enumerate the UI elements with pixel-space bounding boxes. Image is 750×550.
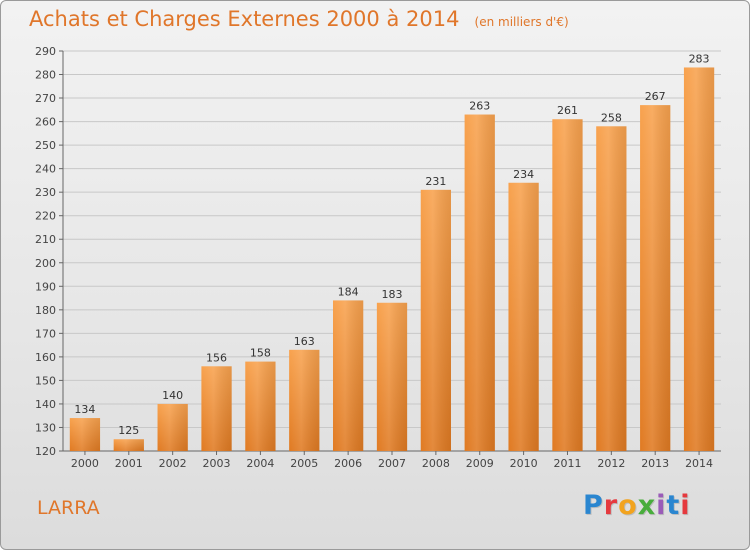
y-tick-label: 160 bbox=[35, 351, 56, 364]
y-tick-label: 280 bbox=[35, 69, 56, 82]
x-tick-label: 2003 bbox=[203, 457, 231, 470]
logo-letter: o bbox=[618, 490, 638, 521]
y-tick-label: 260 bbox=[35, 116, 56, 129]
bar-shine bbox=[596, 126, 627, 451]
y-tick-label: 130 bbox=[35, 421, 56, 434]
bar-shine bbox=[289, 349, 320, 451]
bar-shine bbox=[201, 366, 232, 451]
chart-title: Achats et Charges Externes 2000 à 2014 bbox=[29, 7, 460, 31]
y-tick-label: 170 bbox=[35, 327, 56, 340]
x-tick-label: 2002 bbox=[159, 457, 187, 470]
x-tick-label: 2001 bbox=[115, 457, 143, 470]
commune-name: LARRA bbox=[37, 497, 100, 519]
bar-shine bbox=[420, 189, 452, 451]
y-tick-label: 290 bbox=[35, 45, 56, 58]
bars bbox=[69, 67, 715, 452]
y-tick-label: 240 bbox=[35, 163, 56, 176]
bar-shine bbox=[113, 439, 144, 451]
x-tick-labels: 2000 2001 2002 2003 2004 2005 2006 2007 2008 2009… bbox=[71, 457, 713, 470]
title-row: Achats et Charges Externes 2000 à 2014 (… bbox=[29, 7, 569, 31]
value-labels: 134 125 140 156 158 163 184 183 231 263 234 261 258 2… bbox=[74, 52, 709, 437]
x-tick-label: 2007 bbox=[378, 457, 406, 470]
proxiti-logo[interactable]: Proxiti bbox=[583, 490, 691, 521]
y-tick-label: 140 bbox=[35, 398, 56, 411]
value-label: 267 bbox=[645, 90, 666, 103]
bar-shine bbox=[157, 403, 188, 451]
bar-shine bbox=[683, 67, 715, 452]
x-tick-label: 2006 bbox=[334, 457, 362, 470]
bar-shine bbox=[508, 182, 539, 451]
value-label: 261 bbox=[557, 104, 578, 117]
logo-letter: i bbox=[680, 490, 691, 521]
value-label: 140 bbox=[162, 389, 183, 402]
y-tick-label: 250 bbox=[35, 139, 56, 152]
logo-letter: r bbox=[603, 490, 619, 521]
logo-letter: P bbox=[583, 490, 604, 521]
value-label: 156 bbox=[206, 351, 227, 364]
y-tick-label: 200 bbox=[35, 257, 56, 270]
value-label: 163 bbox=[294, 335, 315, 348]
logo-letter: t bbox=[666, 490, 681, 521]
value-label: 183 bbox=[382, 288, 403, 301]
value-label: 283 bbox=[689, 52, 710, 65]
bar-shine bbox=[332, 300, 364, 451]
x-tick-label: 2014 bbox=[685, 457, 713, 470]
x-tick-label: 2004 bbox=[246, 457, 274, 470]
bar-shine bbox=[552, 119, 583, 451]
logo-letter: x bbox=[637, 490, 657, 521]
bar-shine bbox=[245, 361, 276, 451]
x-tick-label: 2013 bbox=[641, 457, 669, 470]
value-label: 184 bbox=[338, 285, 359, 298]
x-tick-label: 2009 bbox=[466, 457, 494, 470]
value-label: 158 bbox=[250, 347, 271, 360]
y-tick-label: 190 bbox=[35, 280, 56, 293]
chart-unit: (en milliers d'€) bbox=[474, 15, 569, 29]
y-tick-label: 210 bbox=[35, 233, 56, 246]
y-tick-label: 150 bbox=[35, 374, 56, 387]
bar-shine bbox=[464, 114, 495, 451]
value-label: 134 bbox=[74, 403, 95, 416]
bar-shine bbox=[640, 105, 671, 451]
x-tick-label: 2011 bbox=[553, 457, 581, 470]
x-tick-label: 2008 bbox=[422, 457, 450, 470]
x-tick-label: 2012 bbox=[597, 457, 625, 470]
x-tick-label: 2010 bbox=[510, 457, 538, 470]
x-tick-label: 2005 bbox=[290, 457, 318, 470]
value-label: 234 bbox=[513, 168, 534, 181]
value-label: 258 bbox=[601, 111, 622, 124]
value-label: 231 bbox=[425, 175, 446, 188]
y-tick-label: 120 bbox=[35, 445, 56, 458]
y-tick-label: 270 bbox=[35, 92, 56, 105]
logo-letter: i bbox=[656, 490, 667, 521]
bar-shine bbox=[69, 418, 101, 451]
value-label: 125 bbox=[118, 424, 139, 437]
bar-shine bbox=[376, 302, 408, 451]
y-tick-label: 230 bbox=[35, 186, 56, 199]
y-tick-labels: 120 130 140 150 160 170 180 190 200 210 220 230 240 2… bbox=[35, 45, 56, 458]
x-tick-label: 2000 bbox=[71, 457, 99, 470]
y-tick-label: 220 bbox=[35, 210, 56, 223]
y-tick-label: 180 bbox=[35, 304, 56, 317]
value-label: 263 bbox=[469, 100, 490, 113]
